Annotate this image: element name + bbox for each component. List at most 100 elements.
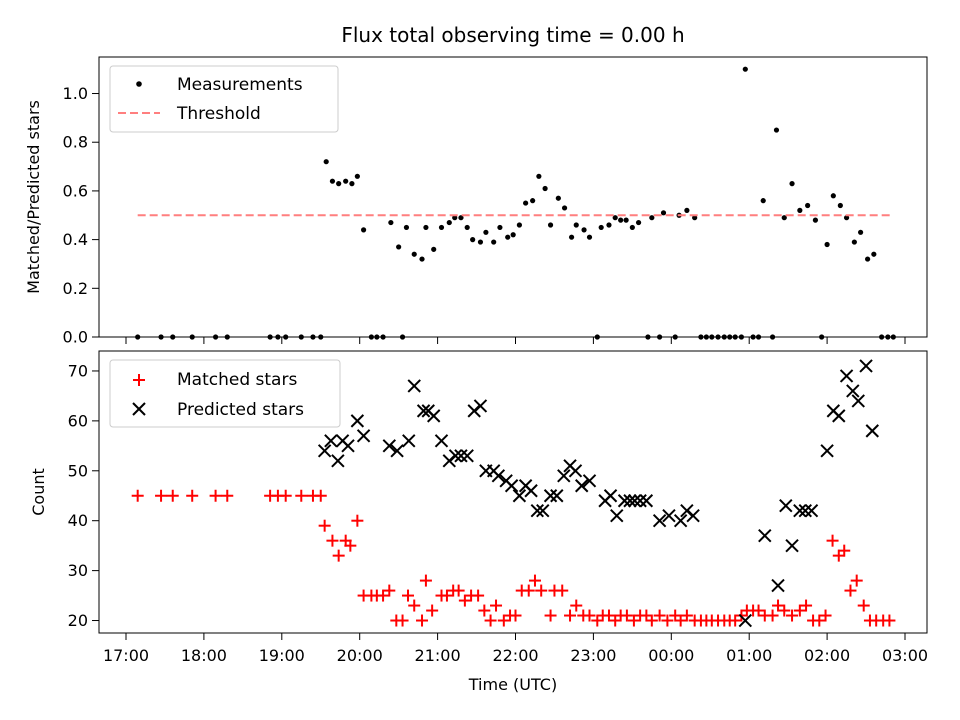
- measurement-point: [781, 215, 787, 221]
- measurement-point: [360, 227, 367, 233]
- measurement-point: [612, 215, 618, 221]
- predicted-stars-point: [859, 359, 873, 373]
- ratio-y-axis-title: Matched/Predicted stars: [24, 100, 43, 294]
- measurement-point: [649, 215, 655, 221]
- predicted-stars-point: [793, 504, 807, 518]
- matched-stars-point: [661, 614, 674, 627]
- matched-stars-point: [819, 609, 832, 622]
- matched-stars-point: [857, 599, 870, 612]
- predicted-stars-point: [350, 414, 365, 428]
- predicted-stars-point: [324, 434, 338, 448]
- matched-stars-point: [653, 609, 666, 622]
- matched-stars-point: [472, 589, 485, 602]
- measurement-point: [547, 222, 554, 228]
- matched-stars-point: [279, 489, 292, 502]
- measurement-point: [403, 224, 410, 231]
- matched-stars-point: [314, 489, 327, 502]
- predicted-stars-point: [804, 504, 819, 518]
- predicted-stars-point: [504, 479, 519, 493]
- predicted-stars-point: [610, 509, 624, 523]
- predicted-stars-point: [627, 494, 642, 508]
- measurement-point: [812, 217, 819, 223]
- matched-stars-point: [332, 549, 345, 562]
- matched-stars-point: [729, 614, 742, 627]
- measurement-point: [470, 237, 476, 243]
- matched-stars-point: [490, 599, 503, 612]
- x-tick-label: 18:00: [181, 646, 227, 665]
- measurement-point: [523, 200, 529, 206]
- matched-stars-point: [838, 544, 851, 557]
- matched-stars-point: [583, 609, 596, 622]
- measurement-point: [830, 193, 836, 199]
- matched-stars-point: [221, 489, 234, 502]
- measurement-point: [635, 219, 642, 226]
- x-axis-title: Time (UTC): [468, 675, 557, 694]
- matched-stars-point: [484, 614, 497, 627]
- measurement-point: [692, 215, 698, 221]
- matched-stars-point: [522, 584, 535, 597]
- y-tick-label: 40: [68, 511, 88, 530]
- y-tick-label: 60: [68, 411, 88, 430]
- measurement-point: [797, 207, 803, 213]
- x-tick-label: 22:00: [492, 646, 538, 665]
- matched-stars-point: [766, 609, 779, 622]
- ratio-legend: Measurements Threshold: [109, 65, 339, 133]
- matched-stars-point: [535, 584, 548, 597]
- matched-stars-point: [416, 614, 429, 627]
- matched-stars-point: [401, 589, 414, 602]
- measurement-point: [491, 239, 497, 245]
- measurement-point: [505, 234, 511, 240]
- matched-stars-point: [674, 614, 687, 627]
- matched-stars-point: [452, 584, 465, 597]
- matched-stars-point: [186, 489, 199, 502]
- predicted-stars-point: [390, 444, 404, 458]
- measurement-point: [573, 222, 579, 228]
- measurement-point: [824, 241, 830, 248]
- measurement-point: [542, 185, 548, 192]
- predicted-stars-point: [568, 464, 583, 478]
- measurement-point: [349, 181, 355, 187]
- matched-stars-point: [440, 589, 453, 602]
- x-tick-label: 17:00: [103, 646, 149, 665]
- measurement-point: [388, 219, 394, 226]
- matched-stars-point: [778, 604, 791, 617]
- matched-stars-point: [826, 534, 839, 547]
- measurement-point: [458, 215, 464, 221]
- predicted-stars-point: [341, 439, 355, 453]
- y-tick-label: 0.4: [63, 230, 88, 249]
- predicted-stars-point: [512, 489, 527, 503]
- predicted-stars-point: [839, 369, 854, 383]
- predicted-stars-point: [331, 454, 345, 468]
- measurement-point: [843, 215, 850, 221]
- measurement-point: [618, 217, 624, 223]
- ratio-legend-box: [109, 65, 339, 133]
- predicted-stars-point: [603, 489, 618, 503]
- matched-stars-point: [680, 609, 693, 622]
- measurement-point: [555, 195, 561, 201]
- x-tick-label: 20:00: [337, 646, 383, 665]
- x-tick-label: 02:00: [804, 646, 850, 665]
- matched-stars-point: [377, 589, 390, 602]
- legend-predicted-marker: [132, 402, 146, 416]
- measurement-point: [396, 244, 402, 250]
- count-y-axis: 20 30 40 50 60 70: [68, 361, 99, 630]
- count-panel: 20 30 40 50 60 70 17:00 18:00 19:00 20:00 21:00 22…: [29, 350, 928, 694]
- predicted-stars-point: [738, 613, 753, 628]
- matched-stars-point: [645, 614, 658, 627]
- predicted-stars-point: [382, 439, 397, 453]
- measurement-point: [510, 232, 516, 238]
- predicted-stars-point: [652, 513, 667, 528]
- measurement-point: [623, 217, 629, 223]
- predicted-stars-point: [673, 513, 688, 528]
- chart-title: Flux total observing time = 0.00 h: [341, 23, 684, 47]
- x-tick-label: 01:00: [726, 646, 772, 665]
- matched-stars-point: [419, 574, 432, 587]
- y-tick-label: 50: [68, 461, 88, 480]
- predicted-stars-point: [623, 494, 637, 508]
- matched-stars-point: [166, 489, 179, 502]
- matched-stars-point: [396, 614, 409, 627]
- matched-stars-point: [752, 604, 765, 617]
- ratio-x-axis: [125, 337, 906, 344]
- y-tick-label: 20: [68, 611, 88, 630]
- measurement-point: [629, 224, 635, 231]
